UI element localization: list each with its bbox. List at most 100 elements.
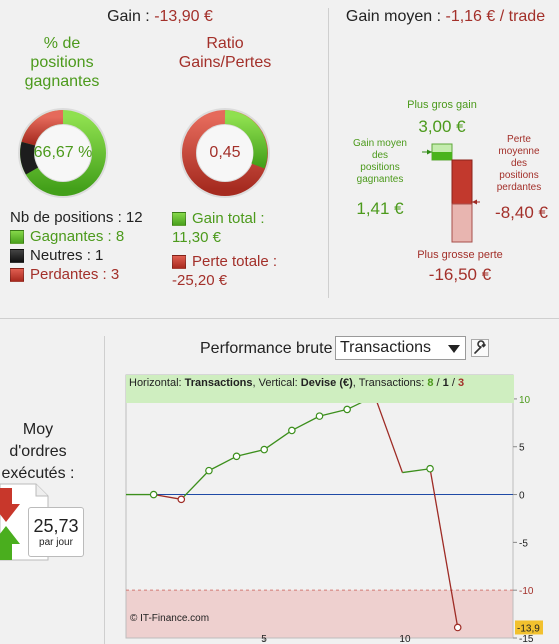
data-point [177, 495, 186, 504]
data-point [426, 464, 434, 473]
legend-perdantes: Perdantes : 3 [10, 266, 119, 283]
data-point [260, 445, 269, 454]
pct-title-line3: gagnantes [24, 73, 100, 90]
hdr-prefix: Horizontal: [129, 377, 185, 389]
pm-line5: perdantes [496, 182, 542, 193]
wrench-icon [474, 340, 486, 354]
perte-totale: Perte totale : -25,20 € [172, 252, 277, 290]
gmp-line3: positions [360, 162, 400, 173]
plus-grosse-perte-label: Plus grosse perte [417, 249, 503, 261]
y-tick-label: -5 [519, 538, 528, 549]
plus-gros-gain-label: Plus gros gain [407, 99, 477, 111]
pm-line1: Perte [507, 134, 531, 145]
gain-loss-bar [422, 143, 480, 243]
series-segment [153, 493, 182, 500]
gain-value: -13,90 € [154, 8, 213, 25]
moy-ordres-value: 25,73 [33, 516, 79, 536]
moy-ordres-unit: par jour [39, 537, 73, 548]
performance-chart: 10 5 0 -5 -10 -15 5 10 -13,9 [125, 374, 543, 644]
hdr-h: Transactions [184, 377, 253, 389]
gmp-line1: Gain moyen [353, 138, 407, 149]
hdr-sep1: / [433, 377, 443, 389]
pct-title-line2: positions [30, 54, 94, 71]
series-segment [208, 455, 237, 472]
moy-ordres-title: Moy d'ordres exécutés : [0, 419, 76, 485]
arrow-up-icon [0, 526, 20, 560]
perte-totale-label: Perte totale : [192, 253, 278, 270]
gagnantes-label: Gagnantes : 8 [30, 228, 125, 245]
black-swatch [10, 249, 24, 264]
performance-select[interactable]: Transactions [335, 336, 466, 360]
series-segment [180, 470, 210, 500]
gain-moyen-positions-value: 1,41 € [356, 199, 404, 218]
perte-totale-value: -25,20 € [172, 272, 228, 289]
legend-gagnantes: Gagnantes : 8 [10, 228, 124, 245]
hdr-tx: , Transactions: [352, 377, 428, 389]
chart-header: Horizontal: Transactions, Vertical: Devi… [126, 375, 514, 403]
gain-total-value: 11,30 € [172, 229, 221, 246]
chevron-down-icon [448, 345, 460, 353]
gain-total: Gain total : 11,30 € [172, 209, 265, 247]
avg-gain-bar [432, 152, 452, 160]
data-point [288, 426, 296, 435]
series-segment [319, 408, 348, 417]
perdantes-label: Perdantes : 3 [30, 266, 120, 283]
gain-label: Gain : [107, 8, 155, 25]
ratio-title: Ratio Gains/Pertes [162, 34, 288, 72]
gmp-line2: des [371, 150, 389, 161]
series-segment [374, 395, 404, 473]
hdr-v: Devise (€) [300, 377, 353, 389]
legend-neutres: Neutres : 1 [10, 247, 103, 264]
bottom-divider [104, 336, 105, 644]
ratio-value: 0,45 [209, 144, 241, 161]
last-value-label: -13,9 [517, 623, 540, 634]
pm-line4: positions [499, 170, 539, 181]
chart-loss-zone [126, 590, 513, 638]
pct-donut-red [21, 110, 64, 146]
pct-positions-title: % de positions gagnantes [0, 34, 124, 91]
pct-title-line1: % de [43, 35, 81, 52]
data-point [453, 623, 462, 632]
moy-line1: Moy [22, 421, 54, 438]
green-swatch [10, 230, 24, 245]
wrench-button[interactable] [471, 339, 489, 357]
y-tick-label: -15 [519, 634, 534, 644]
ratio-title-line1: Ratio [206, 35, 244, 52]
pct-positions-donut [18, 108, 108, 198]
performance-label: Performance brute [200, 340, 333, 357]
neutres-label: Neutres : 1 [30, 247, 104, 264]
gain-moyen-summary: Gain moyen : -1,16 € / trade [332, 8, 559, 26]
series-segment [429, 468, 459, 628]
gain-moyen-value: -1,16 € / trade [445, 8, 546, 25]
section-divider [0, 318, 559, 319]
y-tick-label: 5 [519, 443, 525, 454]
ratio-donut [180, 108, 270, 198]
series-segment [402, 468, 431, 474]
last-value-badge [515, 620, 543, 635]
data-point [315, 412, 324, 420]
gain-moyen-label: Gain moyen : [345, 8, 446, 25]
red-swatch [10, 268, 24, 283]
avg-loss-bar [451, 159, 473, 205]
y-tick-label: 10 [519, 395, 531, 406]
pm-line2: moyenne [498, 146, 540, 157]
data-point [149, 490, 158, 499]
gain-total-label: Gain total : [192, 210, 265, 227]
perte-totale-swatch [172, 255, 186, 270]
ratio-donut-green [224, 110, 268, 169]
top-divider [328, 8, 329, 298]
perte-moyenne-value: -8,40 € [495, 203, 548, 222]
perte-moyenne-label: Perte moyenne des positions perdantes [484, 134, 554, 194]
hdr-win: 8 [427, 377, 434, 389]
nb-positions-label: Nb de positions : 12 [10, 209, 143, 226]
plus-gros-gain-value: 3,00 € [418, 117, 466, 136]
plus-grosse-perte-value: -16,50 € [428, 265, 492, 284]
arrow-down-icon [0, 488, 20, 522]
series-segment [236, 448, 265, 457]
x-tick-label: 10 [399, 634, 411, 644]
x-tick-label: 5 [261, 634, 267, 644]
chart-copyright: © IT-Finance.com [130, 613, 210, 624]
gain-moyen-positions-label: Gain moyen des positions gagnantes [340, 138, 420, 186]
series-segment [263, 429, 293, 451]
ratio-title-line2: Gains/Pertes [178, 54, 272, 71]
